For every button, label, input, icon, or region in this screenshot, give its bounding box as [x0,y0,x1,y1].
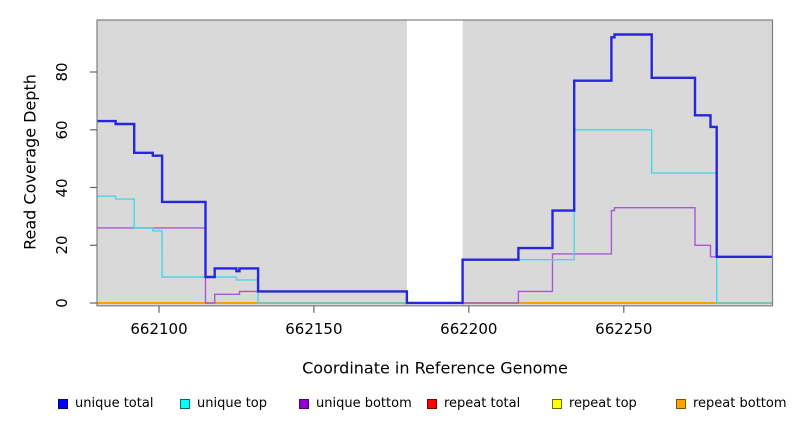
y-tick-label: 0 [53,298,71,308]
no-data-gap [406,20,463,306]
legend-label: unique bottom [316,396,412,411]
series-line-unique-bottom [97,207,773,304]
legend-label: unique top [197,396,268,411]
plot-border [96,19,774,307]
legend-swatch-unique-bottom [299,398,309,409]
series-line-unique-total [97,33,773,305]
legend-item-unique-bottom: unique bottom [299,396,412,411]
y-tick-label: 20 [53,235,71,255]
legend-swatch-unique-total [58,398,68,409]
legend-swatch-unique-top [180,398,190,409]
x-tick-label: 662200 [440,320,498,338]
tick-marks [90,71,625,313]
x-tick-label: 662100 [130,320,188,338]
series-line-unique-top [97,129,773,304]
series-lines [97,33,773,305]
y-tick-label: 60 [53,120,71,140]
legend-label: repeat top [569,396,637,411]
legend-item-unique-total: unique total [58,396,153,411]
y-axis-label: Read Coverage Depth [20,74,40,250]
legend-item-repeat-total: repeat total [427,396,520,411]
legend-swatch-repeat-bottom [676,398,686,409]
y-tick-label: 40 [53,177,71,198]
legend-item-repeat-bottom: repeat bottom [676,396,787,411]
legend-swatch-repeat-total [427,398,437,409]
x-axis-label: Coordinate in Reference Genome [302,358,568,378]
legend-label: unique total [75,396,154,411]
x-tick-label: 662250 [595,320,653,338]
legend-label: repeat total [444,396,521,411]
legend-label: repeat bottom [693,396,787,411]
y-tick-label: 80 [53,62,71,82]
legend-item-unique-top: unique top [180,396,267,411]
x-tick-label: 662150 [285,320,343,338]
legend-swatch-repeat-top [552,398,562,409]
legend-item-repeat-top: repeat top [552,396,637,411]
